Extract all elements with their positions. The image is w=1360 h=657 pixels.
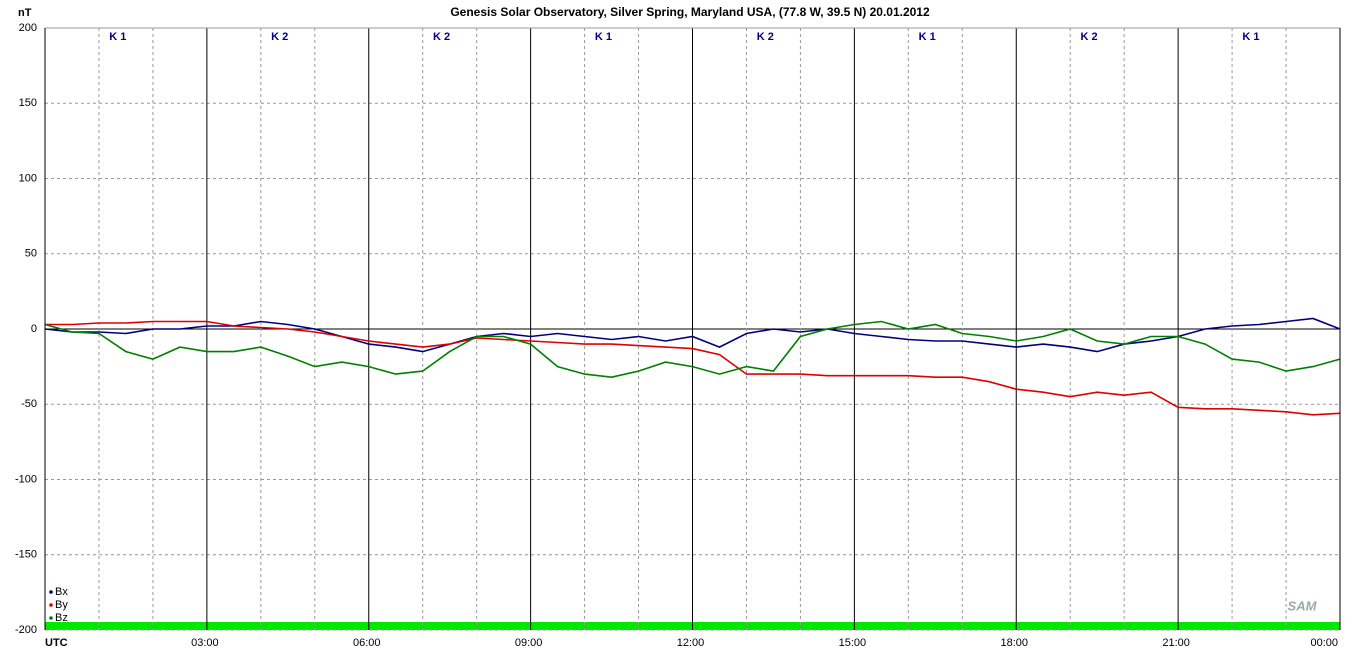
x-tick-label: 00:00 (1310, 637, 1338, 649)
k-index-label: K 2 (433, 31, 450, 43)
y-tick-label: 200 (19, 22, 37, 34)
y-tick-label: -50 (21, 398, 37, 410)
y-axis-label: nT (18, 7, 32, 19)
k-index-label: K 2 (1081, 31, 1098, 43)
k-index-label: K 1 (1242, 31, 1259, 43)
x-tick-label: 21:00 (1162, 637, 1190, 649)
y-tick-label: -150 (15, 549, 37, 561)
x-tick-label: 15:00 (839, 637, 867, 649)
legend-marker (49, 590, 53, 594)
y-tick-label: 50 (25, 248, 37, 260)
y-tick-label: -100 (15, 473, 37, 485)
k-index-label: K 1 (919, 31, 936, 43)
series-line (45, 320, 1341, 416)
x-tick-label: UTC (45, 637, 68, 649)
x-tick-label: 12:00 (677, 637, 705, 649)
legend-label: By (55, 599, 68, 611)
k-index-label: K 1 (109, 31, 126, 43)
x-tick-label: 09:00 (515, 637, 543, 649)
x-tick-label: 03:00 (191, 637, 219, 649)
y-tick-label: 150 (19, 97, 37, 109)
series-line (44, 320, 1341, 379)
y-tick-label: -200 (15, 624, 37, 636)
legend-label: Bx (55, 586, 68, 598)
legend-marker (49, 616, 53, 620)
x-tick-label: 06:00 (353, 637, 381, 649)
k-index-label: K 1 (595, 31, 612, 43)
chart-title: Genesis Solar Observatory, Silver Spring… (450, 5, 930, 19)
logo: SAM (1288, 598, 1318, 613)
k-index-label: K 2 (757, 31, 774, 43)
y-tick-label: 0 (31, 323, 37, 335)
legend-marker (49, 603, 53, 607)
x-tick-label: 18:00 (1000, 637, 1028, 649)
y-tick-label: 100 (19, 172, 37, 184)
k-index-label: K 2 (271, 31, 288, 43)
legend-label: Bz (55, 612, 68, 624)
